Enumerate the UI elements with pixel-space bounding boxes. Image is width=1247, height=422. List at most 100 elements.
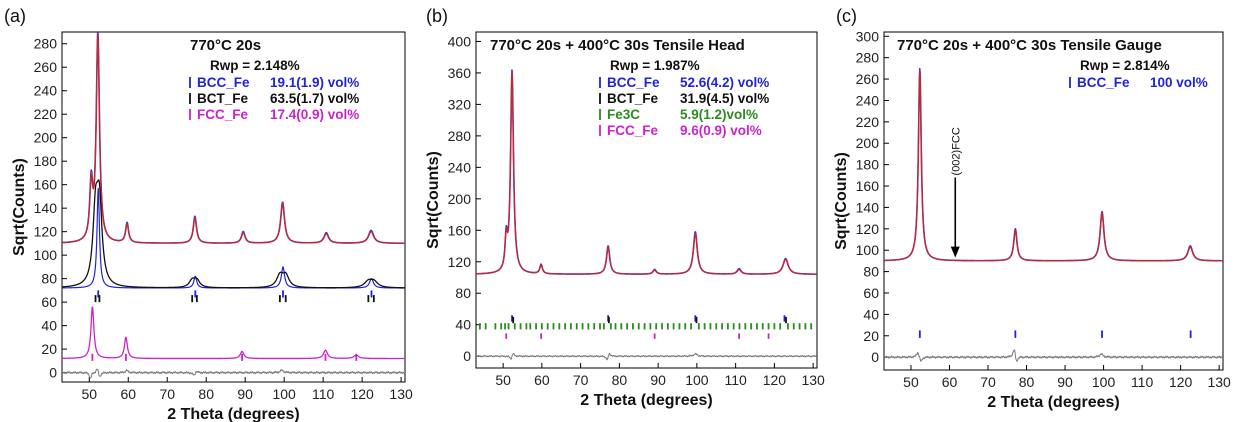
x-tick-label: 90 (650, 372, 666, 388)
legend-phase-bct-fe: BCT_Fe (197, 91, 248, 106)
chart-title: 770°C 20s + 400°C 30s Tensile Head (490, 37, 745, 54)
y-tick-label: 80 (455, 285, 471, 301)
x-tick-label: 130 (1207, 374, 1231, 390)
x-axis-title: 2 Theta (degrees) (167, 406, 299, 422)
plot-frame (883, 31, 1224, 371)
y-tick-label: 200 (448, 191, 472, 207)
y-tick-label: 0 (49, 365, 57, 381)
y-tick-label: 0 (463, 348, 471, 364)
legend-phase-bct-fe: BCT_Fe (607, 91, 658, 106)
y-tick-label: 200 (34, 130, 58, 146)
trace-bcc-fe (62, 187, 405, 289)
trace-difference (884, 349, 1223, 362)
y-tick-label: 60 (863, 285, 879, 301)
y-axis-title: Sqrt(Counts) (11, 158, 28, 256)
y-tick-label: 360 (448, 65, 472, 81)
chart-panel-b: 50 60 70 80 90 100 110 120 130 0 40 80 120 160 200 240 2… (425, 31, 825, 409)
chart-panel-a: 50 60 70 80 90 100 110 120 130 0 20 40 60 80 100 120 140… (11, 31, 413, 422)
y-tick-label: 180 (34, 153, 58, 169)
panel-label-b: (b) (426, 6, 448, 26)
x-tick-label: 90 (1057, 374, 1073, 390)
x-axis-title: 2 Theta (degrees) (987, 394, 1119, 411)
y-tick-label: 240 (448, 159, 472, 175)
y-tick-label: 280 (448, 128, 472, 144)
trace-difference (62, 368, 405, 379)
y-tick-label: 140 (856, 199, 880, 215)
legend-value-bcc-fe: 52.6(4.2) vol% (680, 75, 769, 90)
y-tick-label: 260 (856, 71, 880, 87)
annotation-arrowhead (950, 246, 960, 258)
y-tick-label: 0 (871, 349, 879, 365)
x-tick-label: 60 (534, 372, 550, 388)
panel-label-c: (c) (836, 6, 857, 26)
y-tick-label: 160 (856, 178, 880, 194)
trace-group (476, 69, 817, 361)
annotation-label: (002)FCC (950, 127, 962, 175)
y-tick-label: 40 (455, 317, 471, 333)
x-tick-label: 120 (350, 386, 374, 402)
plot-frame (61, 31, 406, 383)
x-tick-label: 70 (573, 372, 589, 388)
y-tick-label: 280 (856, 50, 880, 66)
x-tick-label: 130 (801, 372, 825, 388)
legend-value-fcc-fe: 17.4(0.9) vol% (270, 107, 359, 122)
y-tick-label: 260 (34, 59, 58, 75)
trace-calculated (476, 71, 817, 275)
panel-label-a: (a) (4, 6, 26, 26)
trace-observed (884, 67, 1223, 262)
x-tick-label: 120 (763, 372, 787, 388)
y-tick-label: 40 (41, 318, 57, 334)
x-tick-label: 120 (1169, 374, 1193, 390)
y-tick-label: 400 (448, 33, 472, 49)
y-tick-label: 160 (448, 222, 472, 238)
x-tick-label: 60 (942, 374, 958, 390)
y-tick-label: 220 (34, 106, 58, 122)
trace-calculated (62, 33, 405, 244)
legend-value-bcc-fe: 100 vol% (1150, 75, 1208, 90)
x-tick-label: 80 (1019, 374, 1035, 390)
trace-group (62, 32, 405, 379)
y-tick-label: 140 (34, 200, 58, 216)
x-tick-label: 80 (612, 372, 628, 388)
chart-panel-c: 50 60 70 80 90 100 110 120 130 0 20 40 60 80 100 120 140… (833, 28, 1231, 411)
x-tick-label: 110 (724, 372, 747, 388)
x-tick-label: 130 (389, 386, 413, 402)
trace-calculated (884, 70, 1223, 262)
x-tick-label: 50 (81, 386, 97, 402)
x-axis-title: 2 Theta (degrees) (580, 392, 712, 409)
x-tick-label: 80 (198, 386, 214, 402)
legend-phase-bcc-fe: BCC_Fe (197, 75, 250, 90)
x-tick-label: 110 (1131, 374, 1154, 390)
y-tick-label: 240 (856, 92, 880, 108)
x-tick-label: 100 (1092, 374, 1116, 390)
x-tick-label: 110 (312, 386, 335, 402)
y-tick-label: 240 (34, 83, 58, 99)
x-tick-label: 100 (272, 386, 296, 402)
x-tick-label: 60 (120, 386, 136, 402)
y-tick-label: 120 (34, 224, 58, 240)
legend-value-bct-fe: 31.9(4.5) vol% (680, 91, 769, 106)
legend-value-fcc-fe: 9.6(0.9) vol% (680, 123, 762, 138)
y-tick-label: 120 (448, 254, 472, 270)
y-tick-label: 160 (34, 177, 58, 193)
legend-value-bct-fe: 63.5(1.7) vol% (270, 91, 359, 106)
y-tick-label: 280 (34, 36, 58, 52)
chart-title: 770°C 20s + 400°C 30s Tensile Gauge (897, 37, 1162, 54)
legend-value-bcc-fe: 19.1(1.9) vol% (270, 75, 359, 90)
y-axis-title: Sqrt(Counts) (425, 151, 442, 249)
y-tick-label: 60 (41, 294, 57, 310)
y-tick-label: 100 (856, 242, 880, 258)
trace-bct-fe (62, 179, 405, 289)
y-tick-label: 220 (856, 114, 880, 130)
legend-value-fe3c: 5.9(1.2)vol% (680, 107, 758, 122)
x-tick-label: 70 (980, 374, 996, 390)
rwp-label: Rwp = 2.148% (210, 58, 300, 73)
legend-phase-bcc-fe: BCC_Fe (607, 75, 660, 90)
legend-phase-bcc-fe: BCC_Fe (1077, 75, 1130, 90)
y-tick-label: 20 (863, 328, 879, 344)
y-tick-label: 80 (41, 271, 57, 287)
y-tick-label: 80 (863, 264, 879, 280)
y-tick-label: 100 (34, 247, 58, 263)
x-tick-label: 70 (159, 386, 175, 402)
